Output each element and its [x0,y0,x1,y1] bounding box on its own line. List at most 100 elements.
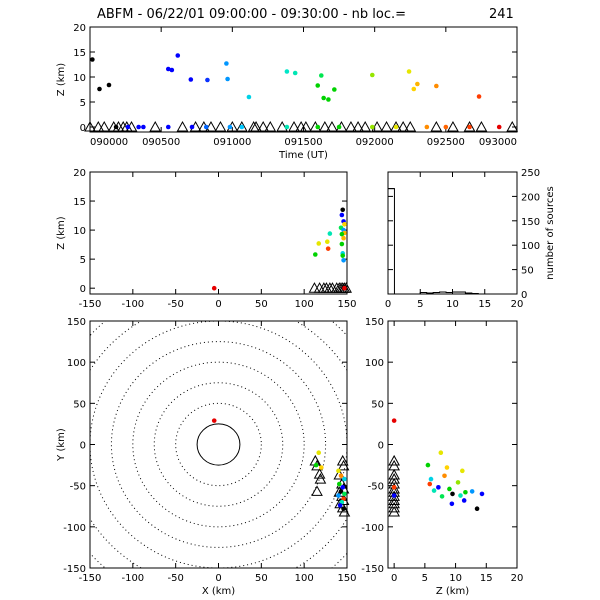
y-tick-label: 10 [73,226,86,237]
y-tick-label: 0 [378,441,384,452]
y-tick-label: 5 [80,98,86,109]
x-tick-label: 15 [478,299,491,310]
range-rings [90,321,347,568]
station-triangle [308,282,321,293]
station-triangle [311,485,323,496]
data-point [211,418,217,423]
ground-point [496,124,502,130]
range-ring [175,402,262,487]
data-point [315,83,321,88]
ground-point [391,493,397,498]
plot-frame [89,171,348,295]
station-triangle [390,120,402,132]
ground-point [391,485,397,490]
station-triangle [313,468,326,479]
data-point [224,61,229,66]
range-ring [90,321,347,568]
ground-point [467,124,472,130]
y-tick-label: 0 [521,290,527,301]
x-tick-label: 50 [255,573,268,584]
data-point [427,481,433,487]
x-tick-label: 092000 [356,137,394,148]
x-tick-label: 093000 [479,137,517,148]
station-triangle [506,120,519,132]
ground-point [443,124,449,130]
station-triangle [257,120,270,132]
data-point [447,486,452,492]
station-triangle [98,120,111,132]
data-point [340,485,346,490]
station-triangle [337,459,350,471]
station-triangle [326,120,338,132]
data-point [338,489,344,494]
station-triangle [352,120,364,132]
z-vs-time-panel: 090000 090500 091000 091500 092000 092500 0930… [56,23,519,161]
ground-point [203,124,209,130]
data-point [391,418,397,423]
ground-point [125,124,131,130]
data-point [165,66,171,72]
y-tick-label: -150 [361,564,384,575]
x-tick-label: 0 [385,299,391,310]
ground-point [239,124,245,130]
x-tick-label: -100 [121,299,144,310]
y-tick-label: 250 [521,168,540,179]
data-point [338,473,344,479]
x-tick-label: 150 [337,299,356,310]
data-point [436,485,441,490]
data-point [188,77,194,82]
station-triangle [264,120,277,132]
data-point [175,53,181,58]
data-point [442,473,447,479]
y-tick-label: -50 [368,482,384,493]
station-triangle [388,454,400,466]
y-tick-label: -100 [361,523,384,534]
ground-point [189,124,195,130]
station-triangle [388,501,400,513]
data-point [415,81,420,87]
y-vs-x-panel: -150 -100 -50 0 50 100 150 -150 -100 -50 0 50 100 150… [56,317,357,597]
x-tick-label: 10 [446,299,459,310]
y-tick-label: 50 [521,266,534,277]
data-point [438,450,444,456]
data-point [342,491,347,497]
data-point [476,94,482,99]
data-point [406,69,412,74]
station-triangle [447,120,459,132]
histogram-outline [387,188,485,295]
range-ring [132,361,305,528]
station-triangle [84,120,96,132]
data-point [336,481,342,487]
station-triangle [388,494,400,505]
data-point [316,241,322,246]
station-triangle [380,120,393,132]
data-point [342,476,347,482]
data-point [342,285,347,291]
station-triangle [149,120,162,132]
range-ring [90,321,347,568]
data-point [337,503,343,508]
station-triangle [235,120,248,132]
plot-frame [387,171,518,295]
station-triangle [92,120,105,132]
y-tick-label: 150 [521,217,540,228]
data-point [316,450,322,456]
x-tick-label: 091000 [213,137,251,148]
y-tick-label: 100 [521,241,540,252]
y-tick-label: 20 [73,23,86,34]
data-point [336,468,341,474]
station-triangle [404,120,417,132]
range-ring [153,382,284,507]
data-point [321,95,326,101]
data-point [336,493,341,498]
data-point [425,462,431,468]
y-axis-label: Z (km) [56,63,67,96]
ground-point [227,124,233,130]
x-tick-label: 5 [422,573,428,584]
y-tick-label: -50 [70,482,86,493]
ground-point [336,124,342,130]
x-tick-label: 10 [449,573,462,584]
x-tick-label: 0 [215,573,221,584]
x-tick-label: 15 [480,573,493,584]
data-point [318,73,324,78]
